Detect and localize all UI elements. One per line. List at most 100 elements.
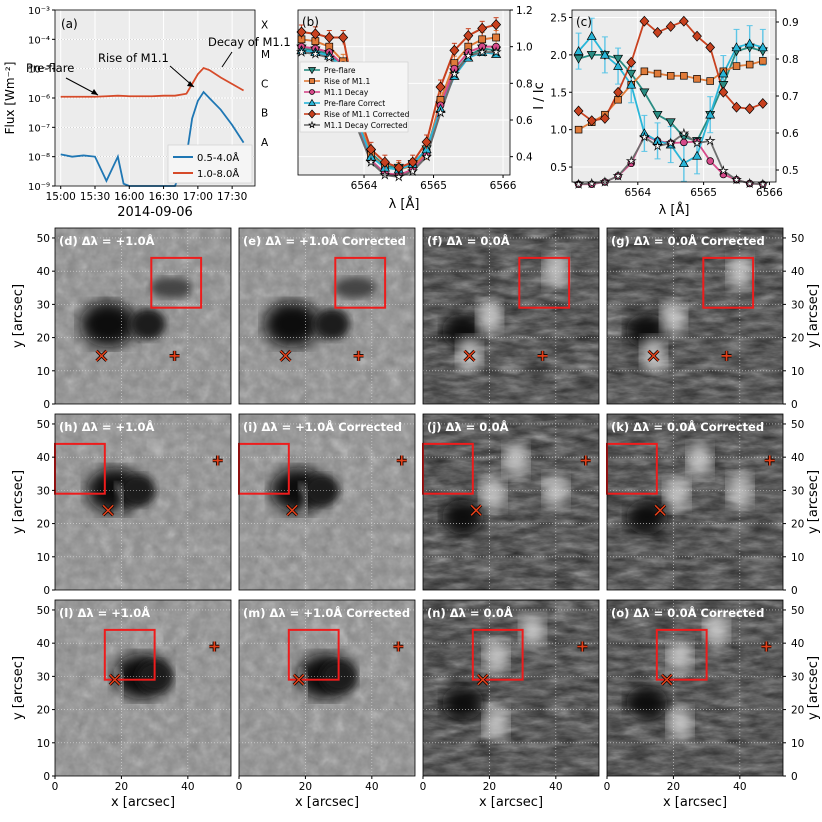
annotation-label: Decay of M1.1 [208,35,291,49]
x-tick-label: 16:30 [148,191,178,203]
data-point [626,56,637,68]
x-tick-label: 6564 [624,187,651,199]
legend-box [167,144,253,184]
x-axis-label: 2014-09-06 [117,205,193,220]
sunspot-umbra [314,308,350,341]
y-axis-label: y [arcsec] [806,284,821,348]
x-tick-label: 6566 [490,180,517,192]
y-tick-label: 10 [791,366,804,378]
y-tick-label: 50 [37,233,50,245]
x-axis-label: λ [Å] [659,202,690,218]
x-tick-label: 40 [549,781,562,793]
legend-box [299,61,409,133]
map-image [423,600,599,776]
map-image [607,414,783,590]
dark-region [441,499,484,535]
data-point [309,78,315,84]
x-tick-label: 0 [420,781,427,793]
region-box [334,256,387,309]
y-axis-label: I / Iᴄ [532,82,547,109]
sunspot-umbra [304,474,340,507]
data-point [745,60,754,69]
x-tick-label: 17:00 [183,191,213,203]
y-tick-label: 1.0 [516,42,533,54]
x-tick-label: 40 [733,781,746,793]
map-frame [422,413,600,591]
data-point [324,31,335,44]
map-title: (m) Δλ = +1.0Å Corrected [243,605,410,620]
data-point [310,28,321,40]
map-panel-1: (e) Δλ = +1.0Å Corrected [238,227,416,405]
map-title: (f) Δλ = 0.0Å [427,233,510,248]
map-title: (g) Δλ = 0.0Å Corrected [611,233,765,248]
data-point [731,42,742,52]
data-point [586,31,597,40]
map-texture [423,414,599,590]
y-tick-label: 20 [37,705,50,717]
series-line-1 [60,67,245,98]
map-image [55,600,231,776]
data-point [653,69,662,78]
plus-marker [169,350,180,361]
annotation-label: Pre-flare [26,61,74,75]
y-tick-label: 10⁻³ [28,6,50,17]
data-point [652,110,663,120]
legend-label: M1.1 Decay Corrected [324,121,408,130]
class-label: A [261,137,269,149]
plus-marker [761,641,772,652]
x-marker [279,350,292,362]
data-point [732,62,741,70]
map-panel-9: (m) Δλ = +1.0Å Corrected 0 20 40 x [arcsec] [236,599,416,810]
plus-marker [721,350,732,361]
pore [334,277,377,299]
data-point [421,136,432,148]
flare-ribbon [331,439,348,459]
x-marker [102,504,114,516]
data-point [757,42,768,52]
y-tick-label: 50 [791,419,804,431]
y-tick-label: 0 [791,585,798,597]
y-tick-label: 10⁻⁴ [28,35,50,46]
y-tick-label: 50 [791,605,804,617]
panel-a-goes-flux: 15:00 15:30 16:00 16:30 17:00 17:30 10⁻⁹ 10⁻⁸ 10… [3,6,291,220]
data-point [718,68,729,78]
annotation-arrowhead [187,81,194,87]
y-tick-label: 0 [791,399,798,411]
x-marker [463,350,476,362]
data-point [476,46,488,57]
x-marker [293,674,305,686]
map-texture [423,228,599,404]
x-axis-label: x [arcsec] [111,795,175,810]
bright-fibril [687,442,713,479]
data-point [665,21,676,32]
y-tick-label: 30 [37,671,50,683]
map-panel-0: (d) Δλ = +1.0Å 0 10 20 30 40 50 y [arcsec] [11,227,232,411]
y-tick-label: 10 [791,552,804,564]
data-point [491,19,502,31]
data-point [612,170,624,181]
data-point [421,150,433,162]
y-tick-label: 1.2 [516,5,533,17]
annotation-label: Rise of M1.1 [98,51,169,65]
data-point [678,158,689,168]
flare-ribbon [331,625,348,645]
y-tick-label: 2.0 [550,50,567,62]
y-tick-label: 0.6 [516,115,533,127]
x-tick-label: 6565 [690,187,717,199]
data-point [365,156,377,167]
data-point [759,57,767,65]
panel-label: (c) [576,15,592,29]
map-title: (i) Δλ = +1.0Å Corrected [243,419,402,434]
data-point [678,127,690,138]
x-tick-label: 20 [667,781,680,793]
data-point [706,77,714,85]
data-point [407,165,419,177]
y-tick-label: 0 [43,771,50,783]
y-tick-label: 10 [791,738,804,750]
y-tick-label: 1.0 [550,125,567,137]
bright-fibril [503,442,529,479]
legend-label: 1.0-8.0Å [197,167,239,180]
dark-region [625,499,668,535]
y-tick-label: 0.8 [516,78,533,90]
data-point [478,35,487,44]
